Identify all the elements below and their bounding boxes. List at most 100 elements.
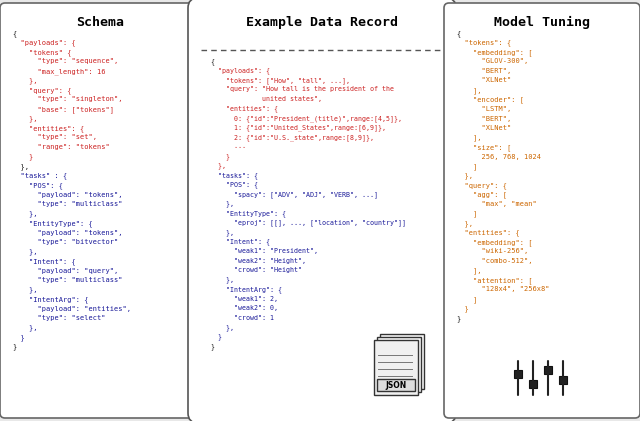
Text: "weak2": "Height",: "weak2": "Height",: [210, 258, 306, 264]
Text: united states",: united states",: [210, 96, 322, 102]
Text: "payloads": {: "payloads": {: [12, 40, 76, 46]
Text: "base": ["tokens"]: "base": ["tokens"]: [12, 106, 114, 113]
FancyBboxPatch shape: [444, 3, 640, 418]
Text: "attention": [: "attention": [: [456, 277, 532, 284]
Text: Schema: Schema: [76, 16, 124, 29]
Text: "tokens" {: "tokens" {: [12, 49, 72, 56]
Text: "payload": "entities",: "payload": "entities",: [12, 306, 131, 312]
Text: "XLNet": "XLNet": [456, 77, 511, 83]
Text: "EntityType": {: "EntityType": {: [12, 220, 93, 227]
Text: {: {: [456, 30, 460, 37]
Text: "query": {: "query": {: [12, 87, 72, 94]
Text: },: },: [12, 210, 38, 217]
Text: ...: ...: [210, 144, 246, 149]
Text: "tokens": ["How", "tall", ...],: "tokens": ["How", "tall", ...],: [210, 77, 350, 84]
Text: "weak2": 0,: "weak2": 0,: [210, 305, 278, 311]
Text: },: },: [210, 324, 234, 331]
Text: "payloads": {: "payloads": {: [210, 67, 270, 74]
Text: "combo-512",: "combo-512",: [456, 258, 532, 264]
Text: "payload": "tokens",: "payload": "tokens",: [12, 229, 122, 235]
Text: },: },: [210, 200, 234, 207]
Text: Example Data Record: Example Data Record: [246, 16, 398, 29]
Text: 1: {"id":"United_States",range:[6,9]},: 1: {"id":"United_States",range:[6,9]},: [210, 125, 386, 131]
Text: "BERT",: "BERT",: [456, 68, 511, 74]
Text: ],: ],: [456, 134, 481, 141]
Text: "wiki-256",: "wiki-256",: [456, 248, 528, 255]
Text: }: }: [210, 153, 230, 160]
Text: "crowd": "Height": "crowd": "Height": [210, 267, 302, 273]
Text: "XLNet": "XLNet": [456, 125, 511, 131]
Text: }: }: [210, 343, 214, 350]
Text: "embedding": [: "embedding": [: [456, 239, 532, 246]
Text: "eproj": [[], ..., ["location", "country"]]: "eproj": [[], ..., ["location", "country…: [210, 219, 406, 226]
Text: }: }: [12, 344, 16, 350]
Text: "entities": {: "entities": {: [12, 125, 84, 132]
FancyBboxPatch shape: [377, 337, 421, 392]
Text: "crowd": 1: "crowd": 1: [210, 314, 274, 320]
Text: },: },: [210, 229, 234, 236]
Text: },: },: [12, 115, 38, 122]
Text: },: },: [12, 325, 38, 331]
Text: ],: ],: [456, 267, 481, 274]
Text: ]: ]: [456, 210, 477, 217]
Text: "spacy": ["ADV", "ADJ", "VERB", ...]: "spacy": ["ADV", "ADJ", "VERB", ...]: [210, 191, 378, 198]
FancyBboxPatch shape: [374, 340, 418, 395]
FancyBboxPatch shape: [514, 370, 522, 378]
FancyBboxPatch shape: [544, 366, 552, 374]
Text: 0: {"id":"President_(title)",range:[4,5]},: 0: {"id":"President_(title)",range:[4,5]…: [210, 115, 402, 122]
Text: "query": "How tall is the president of the: "query": "How tall is the president of t…: [210, 86, 394, 93]
Text: "size": [: "size": [: [456, 144, 511, 151]
Text: {: {: [210, 58, 214, 65]
Text: }: }: [12, 154, 33, 160]
Text: "Intent": {: "Intent": {: [12, 258, 76, 265]
Text: "tasks" : {: "tasks" : {: [12, 173, 67, 179]
Text: "type": "select": "type": "select": [12, 315, 106, 321]
FancyBboxPatch shape: [559, 376, 567, 384]
Text: "Intent": {: "Intent": {: [210, 239, 270, 245]
Text: 256, 768, 1024: 256, 768, 1024: [456, 154, 541, 160]
Text: "weak1": 2,: "weak1": 2,: [210, 296, 278, 301]
Text: {: {: [12, 30, 16, 37]
Text: "range": "tokens": "range": "tokens": [12, 144, 109, 150]
Text: "query": {: "query": {: [456, 182, 507, 189]
Text: "type": "bitvector": "type": "bitvector": [12, 239, 118, 245]
Text: "max_length": 16: "max_length": 16: [12, 68, 106, 75]
Text: }: }: [456, 315, 460, 322]
Text: "BERT",: "BERT",: [456, 115, 511, 122]
Text: },: },: [456, 220, 473, 227]
Text: "LSTM",: "LSTM",: [456, 106, 511, 112]
Text: ]: ]: [456, 296, 477, 303]
Text: "payload": "tokens",: "payload": "tokens",: [12, 192, 122, 197]
Text: ]: ]: [456, 163, 477, 170]
Text: "encoder": [: "encoder": [: [456, 96, 524, 103]
Text: "128x4", "256x8": "128x4", "256x8": [456, 287, 550, 293]
FancyBboxPatch shape: [529, 380, 537, 388]
Text: "entities": {: "entities": {: [456, 229, 520, 236]
Text: "IntentArg": {: "IntentArg": {: [12, 296, 88, 303]
Text: "embedding": [: "embedding": [: [456, 49, 532, 56]
Text: 2: {"id":"U.S._state",range:[8,9]},: 2: {"id":"U.S._state",range:[8,9]},: [210, 134, 374, 141]
Text: }: }: [210, 333, 222, 340]
Text: },: },: [456, 173, 473, 179]
Text: "EntityType": {: "EntityType": {: [210, 210, 286, 217]
Text: "type": "set",: "type": "set",: [12, 134, 97, 141]
Text: "GLOV-300",: "GLOV-300",: [456, 59, 528, 64]
Text: "tasks": {: "tasks": {: [210, 172, 258, 179]
Text: },: },: [12, 248, 38, 255]
Text: "POS": {: "POS": {: [210, 181, 258, 188]
Text: "type": "multiclass": "type": "multiclass": [12, 201, 122, 207]
FancyBboxPatch shape: [380, 334, 424, 389]
FancyBboxPatch shape: [188, 0, 456, 421]
Text: ],: ],: [456, 87, 481, 94]
Text: "type": "sequence",: "type": "sequence",: [12, 59, 118, 64]
Text: "type": "singleton",: "type": "singleton",: [12, 96, 122, 102]
Text: JSON: JSON: [385, 381, 406, 389]
Text: "entities": {: "entities": {: [210, 106, 278, 112]
Text: "IntentArg": {: "IntentArg": {: [210, 286, 282, 293]
Text: "payload": "query",: "payload": "query",: [12, 267, 118, 274]
Text: "max", "mean": "max", "mean": [456, 201, 537, 207]
Text: },: },: [210, 277, 234, 283]
Text: },: },: [12, 77, 38, 84]
Text: }: }: [12, 334, 25, 341]
Text: "agg": [: "agg": [: [456, 192, 507, 198]
